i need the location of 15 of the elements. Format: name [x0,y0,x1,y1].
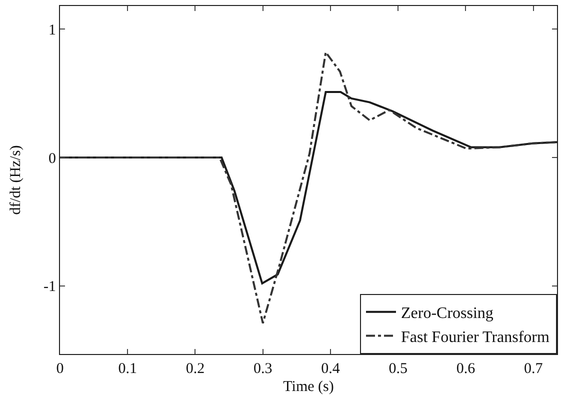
y-tick-label: -1 [44,279,56,296]
y-tick-label: 1 [48,22,56,38]
x-tick-label: 0.6 [456,361,476,377]
line-series [60,51,557,324]
x-tick-label: 0.3 [253,361,272,377]
x-tick-label: 0.1 [118,361,137,377]
x-tick-label: 0.2 [186,361,205,377]
y-axis-title: df/dt (Hz/s) [8,145,24,215]
x-tick-label: 0.7 [524,361,544,377]
x-tick-label: 0.4 [321,361,340,377]
legend-label: Fast Fourier Transform [401,328,550,346]
y-tick-label: 0 [48,150,56,167]
x-axis-title: Time (s) [283,379,334,395]
x-tick-label: 0.5 [388,361,408,377]
legend-label: Zero-Crossing [401,305,494,322]
